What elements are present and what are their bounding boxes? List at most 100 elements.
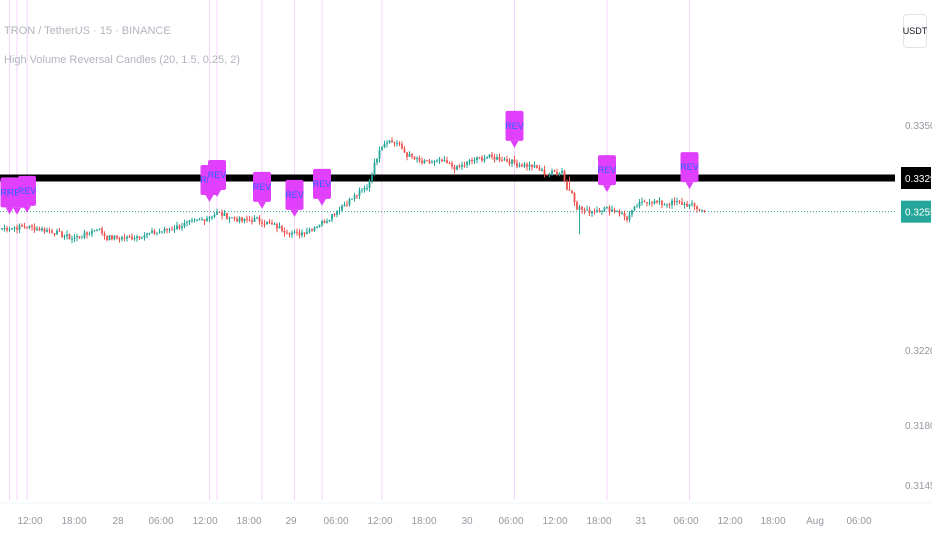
candle-body [226,212,228,219]
candle [46,227,48,233]
candle [533,161,536,168]
candle [291,230,293,238]
candle [306,227,308,235]
candle [366,184,368,191]
rev-marker-label: REV [208,170,227,180]
candle-body [221,212,223,216]
candle-body [376,158,378,163]
candle-body [328,219,331,222]
time-tick-label: 31 [635,516,647,527]
candle [203,219,206,225]
candle-body [598,210,601,212]
candle [681,197,683,205]
candle-body [701,210,703,212]
candle-body [296,231,298,233]
candle-body [118,237,121,240]
candle [481,155,483,162]
candle-body [481,157,483,161]
candle-body [253,218,256,222]
candle [8,226,11,232]
candle-body [578,206,581,210]
rev-marker-pointer [213,190,221,198]
candle-body [566,181,568,190]
candle-body [196,219,198,221]
candle-body [153,230,156,234]
candle [551,168,553,176]
candle [326,218,328,224]
candle-body [496,157,498,160]
time-axis[interactable]: 12:00 18:00 28 06:00 12:00 18:00 29 06:00 12:00 1… [0,502,932,527]
candle [13,226,16,232]
candle-body [293,231,296,233]
candle [176,221,178,230]
candle-body [623,213,626,217]
rev-marker: REV [505,110,524,148]
candle-body [503,159,506,161]
candle-body [261,221,263,224]
candle-body [656,200,658,203]
candle [18,223,21,234]
time-tick-label: 30 [461,516,473,527]
candle-body [573,193,576,203]
candle [298,229,301,239]
candle [456,165,458,171]
candle-body [123,237,126,239]
candle-body [33,226,36,231]
candle-body [521,164,523,167]
candle-body [591,211,593,214]
candle [188,219,191,226]
candle [698,208,701,212]
candle-body [678,200,681,202]
candle-body [151,230,153,234]
candle [278,222,281,229]
candle [303,232,306,238]
candle-body [441,159,443,162]
candle-body [588,209,591,214]
candle [333,212,336,217]
candle [251,216,253,225]
candle [241,216,243,224]
candle-body [38,228,41,231]
candle [41,226,43,232]
candle-body [531,164,533,168]
candle-body [218,212,221,214]
candle-body [641,201,643,203]
candle-body [23,226,26,228]
candle-body [136,236,138,239]
candle [476,156,478,164]
candle [293,229,296,234]
candle [398,141,401,147]
candle-body [418,158,421,161]
candle [73,234,76,243]
candle [81,235,83,239]
candle [496,154,498,161]
candle [526,162,528,171]
time-tick-label: 18:00 [760,516,785,527]
candle [276,222,278,233]
currency-button[interactable]: USDT [903,14,927,48]
candle-body [66,234,68,237]
price-axis[interactable]: 0.33500.33000.32200.31800.31450.33290.32… [901,121,932,492]
candle [653,199,656,205]
candle [426,159,428,162]
candle-body [61,231,63,237]
candle [143,232,146,241]
last-price-tag-label: 0.3255 [905,208,932,219]
candle [146,232,148,239]
candle-body [173,229,176,231]
candle-body [363,187,366,190]
candle-body [176,225,178,230]
candle-body [353,195,356,199]
candle-body [533,165,536,168]
candle [53,233,56,237]
candle-body [568,189,571,191]
candle-body [673,200,676,203]
candle-body [526,164,528,167]
candle-body [16,227,18,230]
candle [378,146,381,163]
candle [153,229,156,235]
candle-body [483,158,486,161]
candle-body [108,235,111,240]
candle-body [476,157,478,161]
